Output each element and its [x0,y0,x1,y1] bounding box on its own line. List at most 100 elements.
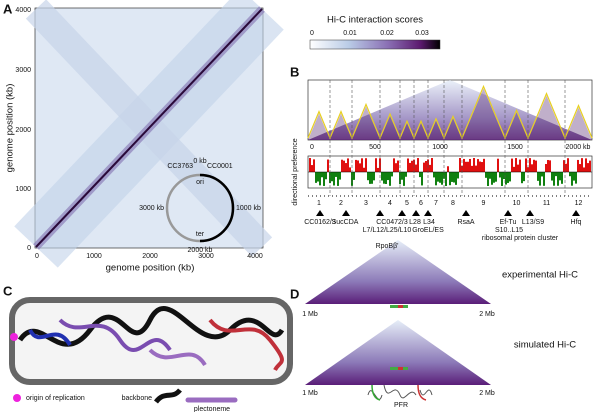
gene-label: L28 [409,219,421,226]
x-tick-label: 500 [369,144,381,151]
scale-label: 1 Mb [302,390,318,397]
direction-bar [537,172,539,181]
direction-bar [391,172,393,177]
domain-label: 12 [575,200,583,207]
circle-label: ori [196,179,204,186]
x-tick-label: 4000 [247,253,263,260]
tad-domain [428,120,444,140]
direction-bar [507,172,509,183]
direction-bar [553,172,555,186]
direction-bar [431,158,433,172]
region-label: PFR [394,402,408,409]
direction-bar [395,163,397,172]
gene-marker [376,210,384,216]
direction-bar [325,172,327,180]
origin-marker [10,333,18,341]
x-tick-label: 1000 [432,144,448,151]
direction-bar [335,172,337,177]
domain-label: 5 [405,200,409,207]
direction-bar [499,172,501,178]
x-tick-label: 0 [35,253,39,260]
direction-bar [501,172,503,186]
direction-bar [449,172,451,186]
tad-domain [308,113,330,140]
direction-bar [477,159,479,172]
direction-bar [441,172,443,185]
domain-label: 10 [513,200,521,207]
direction-bar [417,158,419,172]
direction-bar [337,172,339,186]
colorbar-tick-label: 0.02 [380,30,394,37]
direction-bar [533,159,535,172]
circle-label: 0 kb [193,158,206,165]
colorbar-tick-label: 0 [310,30,314,37]
direction-bar [493,172,495,183]
direction-bar [347,158,349,172]
direction-bar [331,172,333,182]
direction-bar [467,161,469,172]
direction-bar [541,172,543,177]
direction-bar [479,161,481,172]
direction-bar [387,172,389,181]
direction-bar [589,160,591,172]
direction-bar [437,172,439,182]
colorbar-title: Hi-C interaction scores [327,15,423,26]
panel-label: D [290,286,299,301]
tad-domain [352,106,380,140]
simulated-map [305,320,491,385]
heatmap-diagonal [35,8,263,248]
direction-bar [515,158,517,172]
direction-bar [333,172,335,186]
x-axis-label: genome position (kb) [106,263,195,274]
direction-bar [517,164,519,172]
direction-bar [511,158,513,172]
circle-label: ter [196,231,205,238]
legend-label: backbone [122,395,152,402]
plectoneme [148,348,207,367]
direction-bar [483,158,485,172]
direction-bar [581,158,583,172]
x-tick-label: 1000 [86,253,102,260]
direction-bar [555,172,557,177]
plectoneme [58,318,172,352]
region-bar [398,305,403,308]
legend-marker [13,394,21,402]
domain-label: 3 [364,200,368,207]
domain-label: 11 [543,200,550,207]
direction-bar [513,166,515,172]
y-tick-label: 2000 [15,127,31,134]
direction-bar [383,172,385,184]
colorbar [309,39,441,50]
direction-bar [421,172,423,186]
direction-bar [463,158,465,172]
panel-label: A [3,1,13,16]
direction-bar [459,158,461,172]
domain-label: 2 [339,200,343,207]
circle-label: CC0001 [207,163,233,170]
direction-bar [447,166,449,172]
chromosome-arm [199,173,235,243]
direction-bar [389,172,391,186]
gene-label: Ef-Tu [500,219,517,226]
direction-bar [465,161,467,172]
direction-bar [491,172,493,185]
direction-bar [385,172,387,184]
direction-bar [571,172,573,186]
y-axis-label: genome position (kb) [5,84,16,173]
direction-bar [343,160,345,172]
y-tick-label: 3000 [15,67,31,74]
direction-bar [317,172,319,182]
direction-bar [519,159,521,172]
direction-bar [485,172,487,178]
y-tick-label: 0 [27,245,31,252]
direction-bar [353,172,355,180]
direction-bar [375,158,377,172]
gene-label: RpoBβ' [376,243,399,250]
direction-bar [319,172,321,186]
circle-label: 2000 kb [188,247,213,254]
direction-bar [573,172,575,181]
direction-bar [577,159,579,172]
direction-bar [531,164,533,172]
x-tick-label: 3000 [198,253,214,260]
